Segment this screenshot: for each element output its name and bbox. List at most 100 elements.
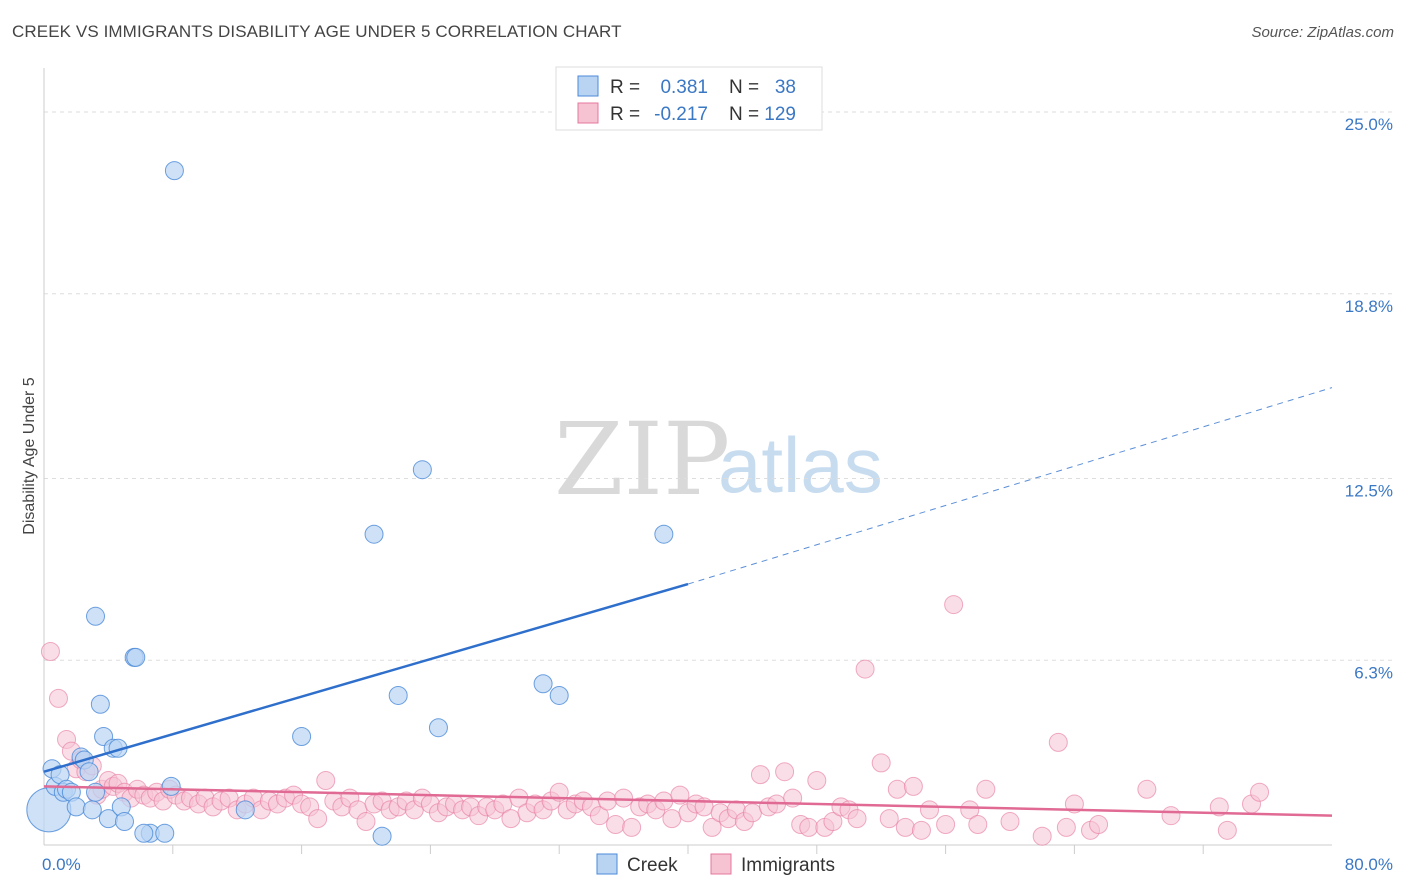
immigrants-point-122: [1048, 732, 1068, 752]
correlation-legend: R = 0.381 N = 38 R = -0.217 N = 129: [555, 66, 823, 131]
watermark-atlas: atlas: [718, 421, 883, 509]
creek-point-19: [115, 812, 134, 832]
immigrants-point-129: [1209, 797, 1229, 817]
creek-point-13: [90, 694, 110, 714]
immigrants-point-88: [702, 817, 722, 837]
creek-points: [26, 161, 674, 846]
creek-point-33: [412, 460, 432, 480]
creek-point-25: [164, 161, 184, 181]
immigrants-point-110: [887, 779, 907, 799]
y-tick-label-0: 6.3%: [1354, 663, 1393, 682]
immigrants-point-75: [598, 791, 617, 811]
chart-title: CREEK VS IMMIGRANTS DISABILITY AGE UNDER…: [12, 22, 622, 41]
y-tick-label-3: 25.0%: [1345, 115, 1393, 134]
y-tick-labels: 6.3% 12.5% 18.8% 25.0%: [1345, 115, 1393, 682]
gridlines: [44, 111, 1395, 661]
immigrants-point-114: [920, 800, 939, 820]
creek-point-36: [549, 685, 569, 705]
legend-box: [555, 66, 823, 131]
creek-point-31: [372, 826, 392, 846]
immigrants-point-94: [750, 765, 770, 785]
legend-imm-r-value: -0.217: [654, 104, 708, 125]
immigrants-point-77: [614, 788, 634, 808]
immigrants-point-83: [662, 809, 682, 829]
immigrants-point-120: [1000, 812, 1020, 832]
immigrants-point-112: [903, 776, 923, 796]
creek-point-21: [126, 647, 146, 667]
immigrants-point-103: [823, 812, 843, 832]
immigrants-point-97: [775, 762, 795, 782]
immigrants-point-0: [40, 641, 60, 661]
creek-point-10: [79, 762, 99, 782]
immigrants-point-106: [847, 809, 867, 829]
immigrants-point-63: [501, 809, 521, 829]
source-label: Source: ZipAtlas.com: [1251, 24, 1394, 41]
x-tick-marks: [172, 845, 1204, 854]
creek-point-26: [86, 606, 106, 626]
immigrants-point-100: [799, 817, 819, 837]
y-tick-label-2: 18.8%: [1345, 297, 1393, 316]
immigrants-point-127: [1137, 779, 1157, 799]
y-tick-label-1: 12.5%: [1345, 481, 1393, 500]
creek-point-28: [235, 800, 255, 820]
immigrants-point-108: [871, 753, 891, 773]
y-axis-label: Disability Age Under 5: [21, 377, 38, 535]
immigrants-point-74: [589, 806, 609, 826]
creek-point-24: [161, 776, 181, 796]
legend-swatch-immigrants: [577, 102, 599, 124]
legend-creek-n-value: 38: [775, 77, 796, 98]
creek-point-11: [82, 800, 102, 820]
immigrants-point-76: [606, 814, 626, 834]
bottom-legend-creek: Creek: [627, 855, 678, 876]
creek-point-34: [428, 718, 448, 738]
immigrants-point-1: [48, 688, 68, 708]
immigrants-point-130: [1217, 820, 1237, 840]
series-legend: Creek Immigrants: [596, 853, 835, 876]
watermark-zip: ZIP: [554, 401, 730, 518]
legend-swatch-creek: [577, 75, 599, 97]
legend-creek-r-value: 0.381: [660, 77, 708, 98]
immigrants-point-111: [895, 817, 915, 837]
bottom-legend-immigrants: Immigrants: [741, 855, 835, 876]
immigrants-point-121: [1032, 826, 1052, 846]
creek-point-35: [533, 674, 553, 694]
bottom-legend-swatch-immigrants: [710, 853, 732, 875]
creek-point-23: [155, 823, 175, 843]
immigrants-point-109: [879, 809, 899, 829]
creek-trend-line: [43, 582, 689, 773]
immigrants-point-117: [960, 800, 980, 820]
immigrants-point-45: [356, 812, 376, 832]
immigrants-point-118: [968, 814, 988, 834]
immigrants-point-69: [549, 782, 569, 802]
immigrants-point-101: [807, 770, 827, 790]
legend-imm-n-label: N =: [729, 104, 759, 125]
creek-trend-extension: [687, 387, 1333, 585]
immigrants-point-123: [1056, 817, 1076, 837]
immigrants-points: [40, 595, 1270, 846]
creek-point-12: [86, 782, 106, 802]
immigrants-point-107: [855, 659, 875, 679]
creek-point-7: [66, 797, 86, 817]
creek-point-37: [654, 524, 674, 544]
immigrants-point-116: [944, 595, 964, 615]
immigrants-point-132: [1250, 782, 1270, 802]
trend-lines: [43, 387, 1333, 817]
x-tick-label-max: 80.0%: [1345, 855, 1393, 874]
legend-creek-n-label: N =: [729, 77, 759, 98]
creek-point-32: [388, 685, 408, 705]
immigrants-trend-line: [43, 785, 1333, 817]
immigrants-point-119: [976, 779, 996, 799]
immigrants-point-113: [911, 820, 931, 840]
immigrants-point-128: [1161, 806, 1181, 826]
creek-point-27: [134, 823, 154, 843]
legend-imm-r-label: R =: [610, 104, 640, 125]
bottom-legend-swatch-creek: [596, 853, 618, 875]
immigrants-point-39: [308, 809, 328, 829]
immigrants-point-124: [1064, 794, 1084, 814]
immigrants-point-126: [1089, 814, 1109, 834]
legend-imm-n-value: 129: [764, 104, 796, 125]
creek-point-30: [364, 524, 384, 544]
immigrants-point-93: [742, 803, 762, 823]
legend-creek-r-label: R =: [610, 77, 640, 98]
